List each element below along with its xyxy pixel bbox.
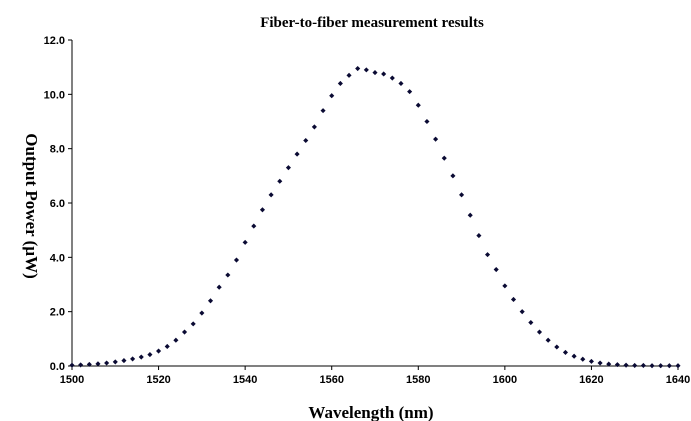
data-point <box>588 358 594 364</box>
data-point <box>407 89 413 95</box>
data-point <box>190 321 196 327</box>
data-point <box>623 362 629 368</box>
data-point <box>69 362 75 368</box>
plot-area: 0.0 2.0 4.0 6.0 8.0 10.0 12.0 1500 1520 1540 1560… <box>44 35 691 386</box>
data-point <box>510 296 517 302</box>
data-point <box>216 284 222 290</box>
data-point <box>459 192 465 198</box>
data-point <box>303 137 309 144</box>
data-point <box>528 319 534 326</box>
y-tick-label: 0.0 <box>50 361 65 373</box>
x-tick-label: 1620 <box>579 374 603 386</box>
data-point <box>355 65 361 72</box>
data-point <box>502 283 508 289</box>
data-point <box>311 124 317 130</box>
data-point <box>156 348 162 354</box>
data-point <box>329 93 335 99</box>
data-point <box>242 239 248 245</box>
x-tick-label: 1640 <box>666 374 690 386</box>
data-point <box>173 337 179 343</box>
data-point <box>199 310 205 316</box>
y-axis-ticks: 0.0 2.0 4.0 6.0 8.0 10.0 12.0 <box>44 35 72 373</box>
y-tick-label: 4.0 <box>50 252 65 264</box>
data-point <box>433 136 439 142</box>
x-tick-label: 1580 <box>406 374 430 386</box>
data-point <box>363 67 369 73</box>
data-point <box>640 362 646 369</box>
y-tick-label: 8.0 <box>50 144 65 156</box>
data-point <box>519 309 525 315</box>
data-point <box>294 151 300 157</box>
data-point <box>147 352 153 358</box>
data-point <box>207 298 214 304</box>
data-point <box>233 257 240 263</box>
x-tick-label: 1500 <box>60 374 84 386</box>
data-point <box>441 155 447 161</box>
x-tick-label: 1600 <box>493 374 517 386</box>
data-point <box>571 353 577 359</box>
chart-title: Fiber-to-fiber measurement results <box>260 15 484 31</box>
data-point <box>346 72 352 78</box>
data-point <box>121 358 127 364</box>
data-point <box>424 118 430 125</box>
y-tick-label: 10.0 <box>44 89 65 101</box>
data-point <box>398 80 404 87</box>
data-point <box>658 363 664 369</box>
data-points <box>69 65 681 369</box>
data-point <box>225 272 231 278</box>
data-point <box>536 329 543 335</box>
data-point <box>484 252 491 258</box>
data-point <box>649 363 655 369</box>
x-tick-label: 1520 <box>146 374 170 386</box>
x-axis-ticks: 1500 1520 1540 1560 1580 1600 1620 1640 <box>60 366 690 386</box>
data-point <box>104 360 110 366</box>
data-point <box>554 344 560 350</box>
data-point <box>675 363 681 369</box>
data-point <box>337 80 343 87</box>
data-point <box>372 70 378 76</box>
data-point <box>164 343 170 349</box>
data-point <box>450 173 456 179</box>
data-point <box>277 178 283 184</box>
x-tick-label: 1560 <box>319 374 343 386</box>
data-point <box>467 212 473 218</box>
data-point <box>381 71 387 77</box>
data-point <box>415 102 421 108</box>
data-point <box>562 349 569 355</box>
data-point <box>493 267 499 273</box>
x-axis-label: Wavelength (nm) <box>308 403 433 421</box>
data-point <box>320 108 326 114</box>
data-point <box>138 354 144 360</box>
data-point <box>259 207 266 213</box>
data-point <box>632 362 638 369</box>
data-point <box>251 223 257 229</box>
data-point <box>580 356 586 362</box>
data-point <box>130 356 136 362</box>
y-tick-label: 6.0 <box>50 198 65 210</box>
y-axis-label: Output Power (µW) <box>22 133 41 278</box>
y-tick-label: 2.0 <box>50 307 65 319</box>
data-point <box>597 360 603 366</box>
y-tick-label: 12.0 <box>44 35 65 47</box>
data-point <box>181 329 188 335</box>
data-point <box>285 165 291 171</box>
data-point <box>389 75 395 81</box>
data-point <box>606 361 612 367</box>
data-point <box>476 233 482 239</box>
data-point <box>666 363 672 369</box>
data-point <box>268 192 274 198</box>
x-tick-label: 1540 <box>233 374 257 386</box>
data-point <box>545 337 551 343</box>
data-point <box>112 359 118 365</box>
data-point <box>78 362 84 368</box>
